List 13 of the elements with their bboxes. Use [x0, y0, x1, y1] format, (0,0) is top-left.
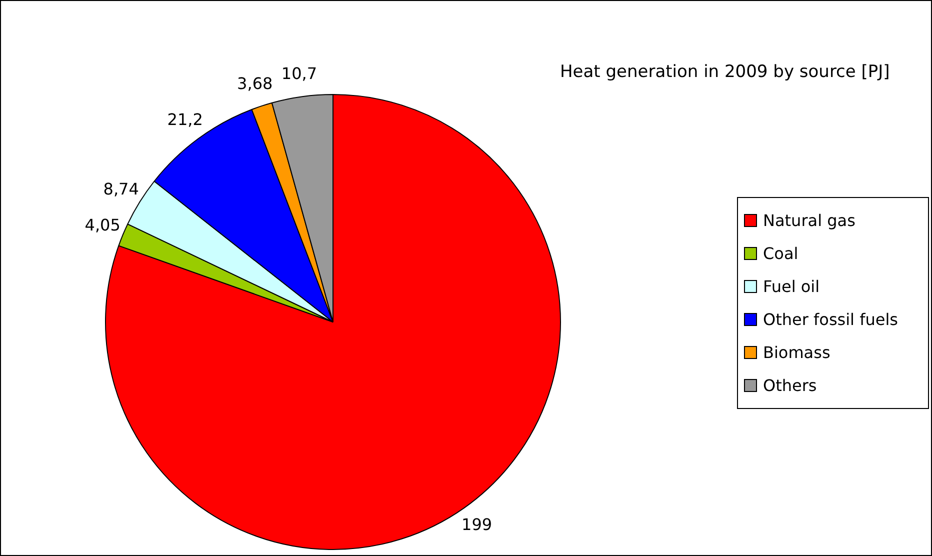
- data-label: 199: [462, 515, 492, 534]
- data-label: 4,05: [84, 215, 120, 234]
- legend-label: Natural gas: [763, 211, 856, 230]
- data-label: 3,68: [237, 74, 273, 94]
- data-label: 10,7: [281, 64, 318, 83]
- legend-label: Biomass: [763, 343, 830, 362]
- data-label: 8,74: [103, 179, 139, 198]
- legend-label: Fuel oil: [763, 277, 820, 296]
- legend-label: Others: [763, 376, 817, 395]
- chart-title: Heat generation in 2009 by source [PJ]: [560, 62, 890, 82]
- data-label: 21,2: [167, 110, 203, 130]
- legend-label: Coal: [763, 244, 798, 263]
- legend-label: Other fossil fuels: [763, 310, 898, 329]
